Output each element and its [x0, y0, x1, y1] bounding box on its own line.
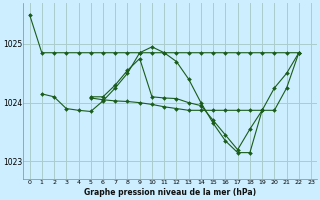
- X-axis label: Graphe pression niveau de la mer (hPa): Graphe pression niveau de la mer (hPa): [84, 188, 256, 197]
